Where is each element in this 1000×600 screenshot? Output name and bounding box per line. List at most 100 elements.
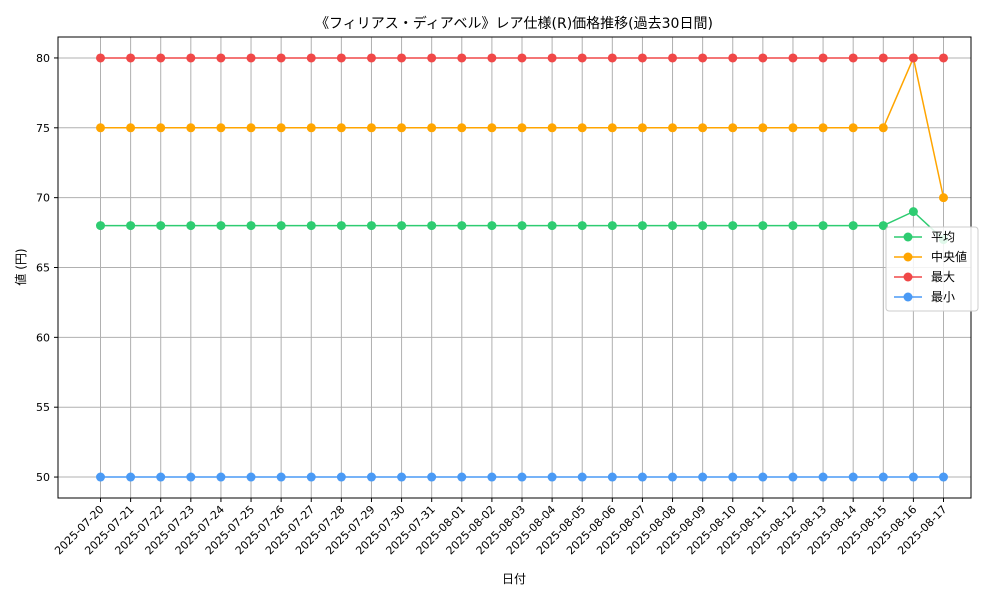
data-point (758, 221, 768, 231)
data-point (487, 123, 497, 133)
data-point (668, 221, 678, 231)
data-point (306, 53, 316, 63)
y-tick-label: 50 (36, 471, 50, 484)
data-point (517, 472, 527, 482)
data-point (216, 123, 226, 133)
data-point (156, 472, 166, 482)
data-point (637, 221, 647, 231)
data-point (457, 123, 467, 133)
data-point (186, 123, 196, 133)
data-point (246, 472, 256, 482)
data-point (607, 221, 617, 231)
y-tick-label: 75 (36, 122, 50, 135)
data-point (336, 472, 346, 482)
legend-swatch-marker (903, 232, 913, 242)
data-point (607, 53, 617, 63)
data-point (788, 123, 798, 133)
data-point (547, 472, 557, 482)
data-point (517, 123, 527, 133)
data-point (517, 53, 527, 63)
data-point (848, 53, 858, 63)
data-point (668, 123, 678, 133)
data-point (96, 53, 105, 63)
data-point (637, 53, 647, 63)
data-point (126, 221, 136, 231)
data-point (668, 53, 678, 63)
data-point (848, 221, 858, 231)
legend-label: 平均 (931, 230, 955, 244)
data-point (728, 123, 738, 133)
data-point (547, 123, 557, 133)
data-point (246, 123, 256, 133)
data-point (366, 221, 376, 231)
data-point (397, 53, 407, 63)
data-point (96, 472, 105, 482)
data-point (186, 53, 196, 63)
legend-swatch-marker (903, 252, 913, 262)
data-point (336, 53, 346, 63)
data-point (637, 472, 647, 482)
data-point (156, 221, 166, 231)
x-axis: 2025-07-202025-07-212025-07-222025-07-23… (52, 498, 950, 557)
data-point (607, 472, 617, 482)
data-point (366, 53, 376, 63)
data-point (547, 221, 557, 231)
data-point (216, 53, 226, 63)
data-point (276, 53, 286, 63)
data-point (908, 472, 918, 482)
data-point (276, 123, 286, 133)
data-point (457, 472, 467, 482)
data-point (728, 221, 738, 231)
data-point (457, 221, 467, 231)
data-point (397, 472, 407, 482)
data-point (156, 123, 166, 133)
data-point (427, 221, 437, 231)
data-point (397, 123, 407, 133)
data-point (939, 193, 948, 203)
data-point (698, 221, 708, 231)
legend-label: 最小 (931, 290, 955, 304)
data-point (487, 221, 497, 231)
data-point (908, 207, 918, 217)
x-axis-label: 日付 (502, 572, 526, 586)
data-point (366, 472, 376, 482)
data-point (306, 123, 316, 133)
legend-label: 最大 (931, 270, 955, 284)
data-point (577, 53, 587, 63)
data-point (668, 472, 678, 482)
legend-label: 中央値 (931, 249, 967, 264)
data-point (126, 123, 136, 133)
data-point (487, 472, 497, 482)
data-point (96, 123, 105, 133)
data-point (517, 221, 527, 231)
data-point (186, 472, 196, 482)
data-point (698, 472, 708, 482)
data-point (848, 123, 858, 133)
y-axis-label: 値 (円) (13, 248, 28, 285)
y-tick-label: 55 (36, 401, 50, 414)
data-point (457, 53, 467, 63)
data-point (728, 472, 738, 482)
data-point (397, 221, 407, 231)
data-point (788, 472, 798, 482)
data-point (878, 472, 888, 482)
data-point (246, 221, 256, 231)
data-point (818, 123, 828, 133)
data-point (698, 123, 708, 133)
legend-swatch-marker (903, 272, 913, 282)
data-point (427, 53, 437, 63)
data-point (156, 53, 166, 63)
data-point (908, 53, 918, 63)
data-point (487, 53, 497, 63)
data-point (126, 472, 136, 482)
data-point (366, 123, 376, 133)
data-point (246, 53, 256, 63)
chart-title: 《フィリアス・ディアベル》レア仕様(R)価格推移(過去30日間) (315, 15, 713, 32)
data-point (427, 123, 437, 133)
data-point (758, 472, 768, 482)
series (96, 53, 948, 482)
y-tick-label: 70 (36, 192, 50, 205)
data-point (758, 123, 768, 133)
y-tick-label: 60 (36, 331, 50, 344)
